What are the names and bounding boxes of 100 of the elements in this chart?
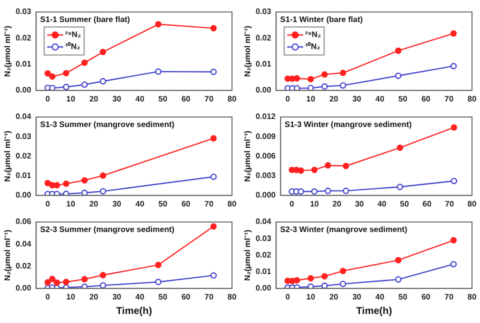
y-tick-label: 0.006 [256,151,276,160]
point [308,275,314,282]
text: S2-3 Summer (mangrove sediment) [40,225,175,234]
point [450,260,457,268]
point [62,190,70,196]
legend-label: ³⁰N₂ [305,42,321,52]
x-tick-label: 60 [181,94,191,104]
point [340,82,346,89]
x-axis-title: Time(h) [116,306,152,317]
point [294,85,300,90]
point [210,68,217,76]
y-tick-label: 0.06 [16,217,32,226]
x-tick-label: 70 [444,94,454,104]
y-tick-label: 0.01 [16,171,32,180]
x-tick-label: 0 [45,94,50,104]
point [100,78,106,84]
point [298,167,304,174]
point [44,70,51,77]
point [100,272,106,278]
point [210,135,217,142]
y-tick-label: 0.03 [16,7,32,16]
x-tick-label: 0 [290,199,295,208]
y-axis-title: N₂(μmol ml⁻¹) [243,25,252,77]
x-tick-label: 30 [352,94,362,104]
x-tick-label: 80 [228,199,237,208]
x-tick-label: 10 [306,292,316,302]
y-tick-label: 0.03 [256,7,272,16]
y-tick-label: 0.03 [16,132,32,141]
point [396,184,404,190]
x-tick-label: 60 [421,94,431,104]
x-tick-label: 50 [398,292,408,302]
y-tick-label: 0.04 [256,217,272,226]
y-tick-label: 0.003 [256,171,276,180]
y-tick-label: 0.02 [256,250,272,260]
point [450,30,457,37]
point [81,177,88,184]
x-tick-label: 50 [398,94,408,104]
x-tick-label: 30 [112,199,122,208]
point [155,278,162,286]
y-tick-label: 0.00 [16,284,32,293]
text: S1-3 Summer (mangrove sediment) [40,120,175,130]
point [311,188,318,195]
x-axis-title: Time(h) [356,306,392,317]
point [210,25,217,32]
x-tick-label: 70 [445,199,454,208]
point [321,273,328,280]
point [54,279,60,286]
point [44,279,51,286]
point [450,237,457,244]
x-tick-label: 10 [306,94,316,104]
x-tick-label: 20 [329,94,339,104]
point [62,70,70,76]
y-tick-label: 0.01 [256,59,272,68]
text: S1-1 Winter (bare flat) [280,15,364,24]
point [395,47,402,54]
point [100,48,106,56]
x-tick-label: 0 [285,94,290,104]
x-tick-label: 40 [375,94,385,104]
x-tick-label: 40 [375,292,385,302]
point [54,190,60,196]
y-axis-title: N₂(μmol ml⁻¹) [3,130,12,182]
y-tick-label: 0.00 [16,190,32,200]
x-tick-label: 10 [66,94,76,104]
x-tick-label: 70 [204,199,214,208]
x-tick-label: 50 [158,292,168,302]
point [44,180,51,186]
y-axis-title: N₂(μmol ml⁻¹) [243,130,252,182]
y-axis-title: N₂(μmol ml⁻¹) [243,229,252,281]
point [62,180,70,187]
point [321,83,328,90]
x-tick-label: 70 [444,292,454,302]
x-tick-label: 40 [135,292,145,302]
point [54,182,60,188]
legend-label: ²⁹N₂ [65,30,82,40]
point [210,174,217,180]
point [155,262,162,268]
point [62,278,70,286]
point [395,72,402,79]
point [395,276,402,283]
point [49,73,56,80]
point [100,188,106,194]
x-tick-label: 30 [112,292,122,302]
x-tick-label: 30 [112,94,122,104]
x-tick-label: 0 [45,292,50,302]
y-tick-label: 0.02 [16,151,32,160]
x-tick-label: 40 [135,199,145,208]
point [81,284,88,288]
point [81,60,88,66]
x-tick-label: 20 [329,292,339,302]
y-tick-label: 0.04 [16,239,32,248]
x-tick-label: 60 [422,199,432,208]
point [340,280,346,288]
point [155,68,162,75]
y-tick-label: 0.00 [16,86,32,95]
y-tick-label: 0.000 [256,190,276,200]
point [321,71,328,78]
x-tick-label: 20 [89,94,99,104]
x-tick-label: 30 [352,292,362,302]
y-tick-label: 0.03 [256,234,272,243]
text: S1-3 Winter (mangrove sediment) [284,120,412,130]
